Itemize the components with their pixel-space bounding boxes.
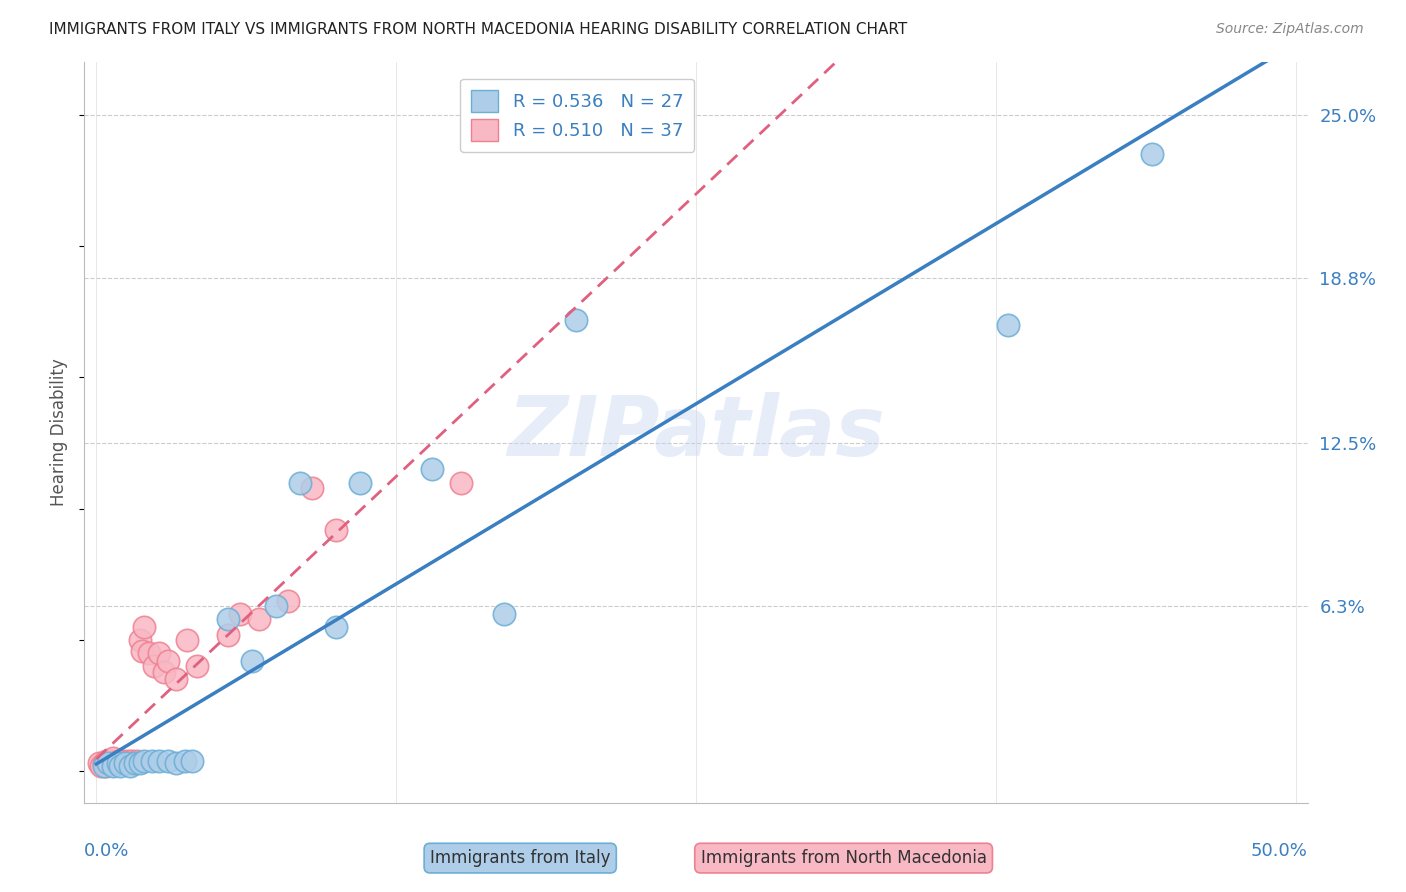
Point [124,756,146,771]
Point [118,756,141,771]
Point [100,754,122,768]
Point [290,475,312,490]
Legend: R = 0.536   N = 27, R = 0.510   N = 37: R = 0.536 N = 27, R = 0.510 N = 37 [460,78,695,152]
Point [420,462,443,476]
Point [157,754,180,768]
Point [107,756,129,771]
Point [121,754,143,768]
Point [165,756,187,771]
Point [87,756,110,771]
Point [128,756,150,771]
Point [94,754,117,768]
Point [165,673,187,687]
Point [264,599,287,613]
Point [114,756,136,771]
Point [128,633,150,648]
Point [127,754,149,768]
Point [118,759,141,773]
Point [1140,147,1163,161]
Point [325,620,347,634]
Point [101,756,124,771]
Point [349,475,371,490]
Point [217,628,239,642]
Point [134,620,156,634]
Text: 50.0%: 50.0% [1251,842,1308,860]
Point [131,643,153,657]
Point [240,654,263,668]
Point [114,756,136,771]
Point [111,754,134,768]
Point [176,633,198,648]
Point [101,751,124,765]
Point [229,607,252,621]
Point [157,654,180,668]
Point [97,756,120,771]
Point [997,318,1019,332]
Text: IMMIGRANTS FROM ITALY VS IMMIGRANTS FROM NORTH MACEDONIA HEARING DISABILITY CORR: IMMIGRANTS FROM ITALY VS IMMIGRANTS FROM… [49,22,907,37]
Point [565,312,588,326]
Point [107,754,129,768]
Point [141,754,163,768]
Point [277,593,299,607]
Point [148,754,170,768]
Point [249,612,271,626]
Point [142,659,165,673]
Point [152,665,174,679]
Point [93,756,115,771]
Point [94,759,117,773]
Y-axis label: Hearing Disability: Hearing Disability [51,359,69,507]
Text: 0.0%: 0.0% [84,842,129,860]
Point [148,646,170,660]
Point [138,646,160,660]
Point [174,754,197,768]
Point [110,756,132,771]
Point [325,523,347,537]
Point [134,754,156,768]
Point [117,754,139,768]
Point [217,612,239,626]
Point [301,481,323,495]
Point [101,759,124,773]
Point [110,759,132,773]
Point [124,756,146,771]
Text: Immigrants from North Macedonia: Immigrants from North Macedonia [700,849,987,867]
Point [90,759,112,773]
Point [97,756,120,771]
Text: Source: ZipAtlas.com: Source: ZipAtlas.com [1216,22,1364,37]
Text: ZIPatlas: ZIPatlas [508,392,884,473]
Point [93,759,115,773]
Text: Immigrants from Italy: Immigrants from Italy [430,849,610,867]
Point [181,754,204,768]
Point [186,659,208,673]
Point [494,607,516,621]
Point [104,756,127,771]
Point [450,475,472,490]
